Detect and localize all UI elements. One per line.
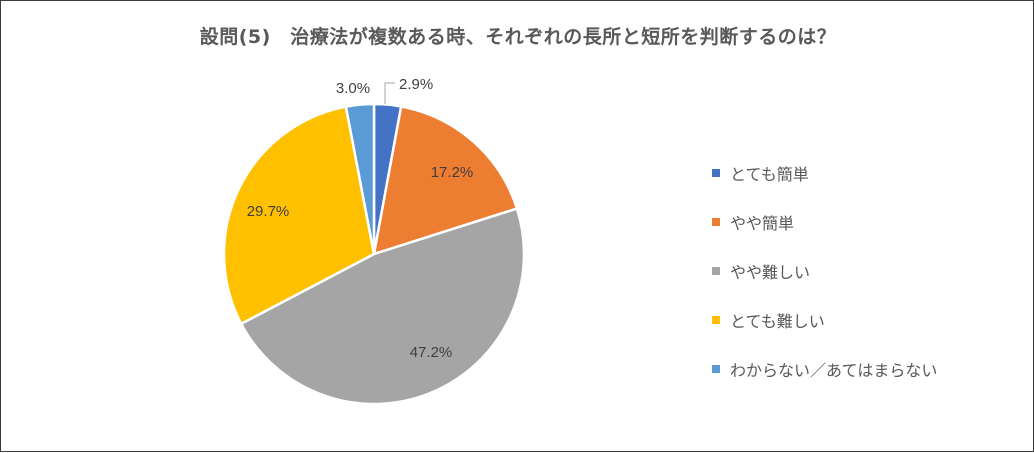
chart-title: 設問(5) 治療法が複数ある時、それぞれの長所と短所を判断するのは？ (199, 26, 837, 48)
legend-label: とても簡単 (730, 164, 809, 184)
legend-label: やや簡単 (730, 213, 795, 233)
data-label: 2.9% (399, 76, 433, 93)
data-label: 47.2% (410, 344, 453, 361)
legend-item: とても簡単 (712, 148, 937, 197)
legend-item: やや難しい (712, 246, 937, 295)
data-label: 29.7% (247, 203, 290, 220)
legend-item: やや簡単 (712, 197, 937, 246)
legend-label: やや難しい (730, 262, 811, 282)
slice-yaya-muzukashii (239, 207, 526, 406)
legend-swatch (712, 217, 720, 226)
legend-swatch (712, 315, 720, 324)
legend: とても簡単やや簡単やや難しいとても難しいわからない／あてはまらない (712, 148, 937, 393)
data-label: 17.2% (431, 164, 474, 181)
legend-label: とても難しい (730, 311, 825, 331)
data-label: 3.0% (336, 80, 370, 97)
leader-line (384, 82, 395, 104)
legend-swatch (712, 364, 720, 373)
slice-wakaranai (344, 102, 376, 256)
legend-item: わからない／あてはまらない (712, 344, 937, 393)
legend-swatch (712, 266, 720, 275)
legend-swatch (712, 168, 720, 177)
legend-item: とても難しい (712, 295, 937, 344)
slice-totemo-muzukashii (222, 105, 376, 326)
legend-label: わからない／あてはまらない (730, 360, 938, 380)
slice-yaya-kantan (372, 105, 519, 256)
